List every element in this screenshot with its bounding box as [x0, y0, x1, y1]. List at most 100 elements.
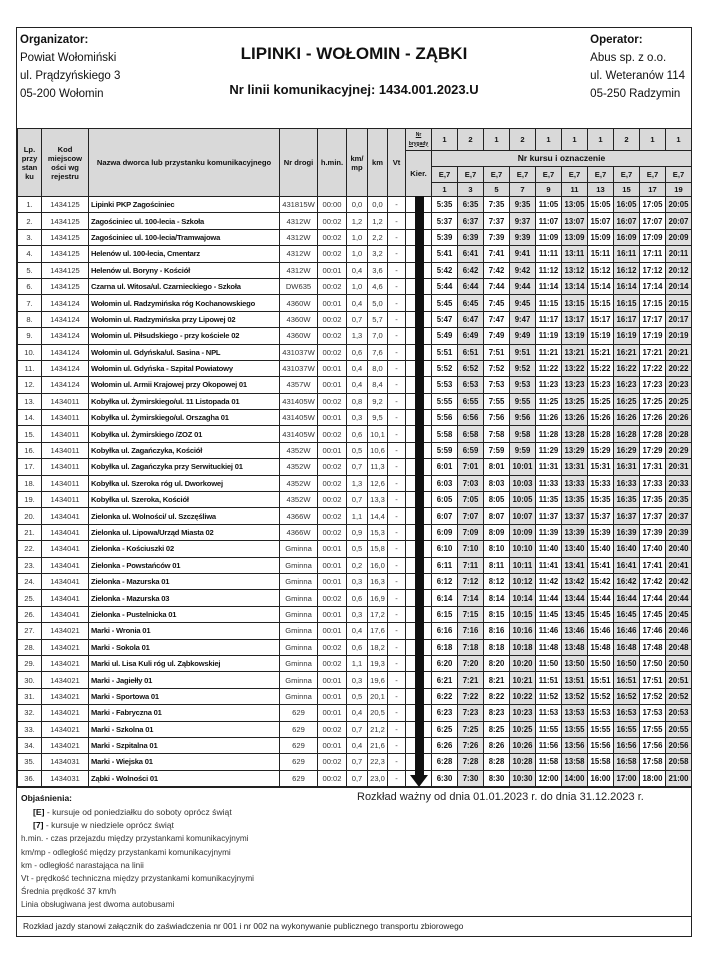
cell-vt: - [387, 605, 406, 624]
departure-time: 5:58 [431, 425, 458, 443]
cell-vt: - [387, 310, 406, 329]
departure-time: 15:52 [587, 687, 614, 706]
departure-time: 17:39 [639, 523, 666, 542]
operator-line: 05-250 Radzymin [590, 88, 681, 100]
cell-hmin: 00:00 [317, 195, 347, 214]
departure-time: 20:39 [665, 523, 692, 542]
cell-km: 11,3 [367, 458, 388, 476]
course-number: 3 [457, 182, 484, 197]
departure-time: 6:55 [457, 392, 484, 411]
cell-code: 1434031 [41, 753, 89, 771]
departure-time: 7:35 [483, 195, 510, 214]
departure-time: 20:31 [665, 458, 692, 476]
cell-code: 1434021 [41, 654, 89, 673]
cell-road: Gminna [279, 654, 318, 673]
departure-time: 7:42 [483, 261, 510, 279]
table-row: 10. 1434124 Wołomin ul. Gdyńska/ul. Sasina… [17, 343, 692, 361]
cell-lp: 12. [17, 376, 42, 394]
departure-time: 10:11 [509, 556, 536, 574]
departure-time: 16:29 [613, 441, 640, 460]
cell-road: 4357W [279, 376, 318, 394]
departure-time: 13:51 [561, 671, 588, 689]
cell-lp: 4. [17, 245, 42, 263]
cell-hmin: 00:01 [317, 622, 347, 640]
cell-stop: Zielonka - Mazurska 01 [88, 572, 280, 591]
cell-road: 4352W [279, 474, 318, 493]
departure-time: 15:46 [587, 622, 614, 640]
cell-road: 629 [279, 704, 318, 722]
departure-time: 6:53 [457, 376, 484, 394]
cell-lp: 1. [17, 195, 42, 214]
departure-time: 9:51 [509, 343, 536, 361]
departure-time: 7:01 [457, 458, 484, 476]
departure-time: 20:09 [665, 228, 692, 247]
cell-road: Gminna [279, 638, 318, 656]
departure-time: 13:12 [561, 261, 588, 279]
cell-stop: Wołomin ul. Armii Krajowej przy Okopowej… [88, 376, 280, 394]
cell-kmmp: 0,4 [346, 376, 368, 394]
cell-road: 431405W [279, 392, 318, 411]
departure-time: 11:58 [535, 753, 562, 771]
cell-kmmp: 0,7 [346, 753, 368, 771]
departure-time: 11:35 [535, 491, 562, 509]
cell-road: 4312W [279, 245, 318, 263]
departure-time: 11:33 [535, 474, 562, 493]
departure-time: 13:19 [561, 327, 588, 345]
header-road: Nr drogi [279, 128, 318, 197]
departure-time: 11:23 [535, 376, 562, 394]
departure-time: 6:11 [431, 556, 458, 574]
departure-time: 15:55 [587, 720, 614, 738]
course-mark: E,7 [561, 166, 588, 183]
table-row: 25. 1434041 Zielonka - Mazurska 03 Gminna 00… [17, 589, 692, 607]
direction-arrow-shaft [415, 196, 424, 778]
cell-lp: 25. [17, 589, 42, 607]
cell-stop: Czarna ul. Witosa/ul. Czarnieckiego - Sz… [88, 277, 280, 296]
departure-time: 20:35 [665, 491, 692, 509]
cell-hmin: 00:02 [317, 589, 347, 607]
cell-hmin: 00:02 [317, 310, 347, 329]
cell-lp: 23. [17, 556, 42, 574]
departure-time: 9:39 [509, 228, 536, 247]
departure-time: 10:18 [509, 638, 536, 656]
departure-time: 16:46 [613, 622, 640, 640]
cell-lp: 7. [17, 294, 42, 312]
cell-vt: - [387, 720, 406, 738]
table-row: 20. 1434041 Zielonka ul. Wolności/ ul. Szc… [17, 507, 692, 525]
cell-kmmp: 0,3 [346, 409, 368, 427]
departure-time: 6:10 [431, 540, 458, 558]
departure-time: 20:29 [665, 441, 692, 460]
departure-time: 20:33 [665, 474, 692, 493]
table-row: 14. 1434011 Kobyłka ul. Żymirskiego/ul. Or… [17, 409, 692, 427]
cell-km: 18,2 [367, 638, 388, 656]
departure-time: 13:44 [561, 589, 588, 607]
cell-vt: - [387, 687, 406, 706]
departure-time: 17:21 [639, 343, 666, 361]
cell-code: 1434041 [41, 523, 89, 542]
departure-time: 11:52 [535, 687, 562, 706]
cell-stop: Kobyłka ul. Zagańczyka przy Serwituckiej… [88, 458, 280, 476]
cell-km: 23,0 [367, 769, 388, 788]
departure-time: 17:05 [639, 195, 666, 214]
cell-km: 17,2 [367, 605, 388, 624]
cell-code: 1434041 [41, 589, 89, 607]
departure-time: 11:11 [535, 245, 562, 263]
departure-time: 20:19 [665, 327, 692, 345]
table-row: 36. 1434031 Ząbki - Wolności 01 629 00:02 0,7… [17, 769, 692, 788]
cell-kmmp: 1,3 [346, 327, 368, 345]
departure-time: 10:14 [509, 589, 536, 607]
course-number: 13 [587, 182, 614, 197]
header-km: km [367, 128, 388, 197]
departure-time: 16:17 [613, 310, 640, 329]
table-row: 1. 1434125 Lipinki PKP Zagościniec 431815W 0… [17, 195, 692, 214]
departure-time: 11:42 [535, 572, 562, 591]
table-row: 30. 1434021 Marki - Jagiełły 01 Gminna 00:01… [17, 671, 692, 689]
cell-kmmp: 0,7 [346, 458, 368, 476]
departure-time: 17:48 [639, 638, 666, 656]
departure-time: 13:17 [561, 310, 588, 329]
departure-time: 8:11 [483, 556, 510, 574]
departure-time: 16:48 [613, 638, 640, 656]
departure-time: 15:05 [587, 195, 614, 214]
departure-time: 6:15 [431, 605, 458, 624]
departure-time: 16:45 [613, 605, 640, 624]
departure-time: 13:33 [561, 474, 588, 493]
